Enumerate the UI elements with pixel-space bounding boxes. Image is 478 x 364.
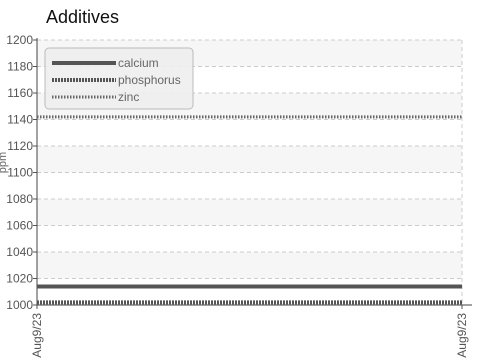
series-lines [37,115,462,305]
x-tick-labels: Aug9/23 Aug9/23 [30,313,469,358]
y-tick-label: 1140 [7,113,33,127]
y-axis-label: ppm [0,152,9,173]
legend-label-calcium: calcium [118,56,159,70]
y-tick-label: 1060 [6,219,33,233]
y-tick-label: 1120 [7,139,33,153]
legend: calcium phosphorus zinc [44,47,194,110]
legend-label-zinc: zinc [118,90,139,104]
y-tick-label: 1020 [6,272,33,286]
y-tick-label: 1160 [7,86,33,100]
y-tick-labels: 1000 1020 1040 1060 1080 1100 1120 1140 1160 1180… [6,33,33,312]
legend-label-phosphorus: phosphorus [118,73,181,87]
plot-band [37,199,462,226]
plot-band [37,146,462,173]
y-tick-label: 1200 [6,33,33,47]
x-tick-label: Aug9/23 [455,313,469,358]
y-tick-label: 1180 [7,60,33,74]
y-tick-label: 1100 [7,166,33,180]
x-tick-label: Aug9/23 [30,313,44,358]
y-tick-label: 1000 [6,298,33,312]
chart-title: Additives [46,7,120,27]
y-tick-label: 1040 [6,245,33,259]
axes [33,38,472,309]
plot-band [37,252,462,279]
y-tick-label: 1080 [6,192,33,206]
